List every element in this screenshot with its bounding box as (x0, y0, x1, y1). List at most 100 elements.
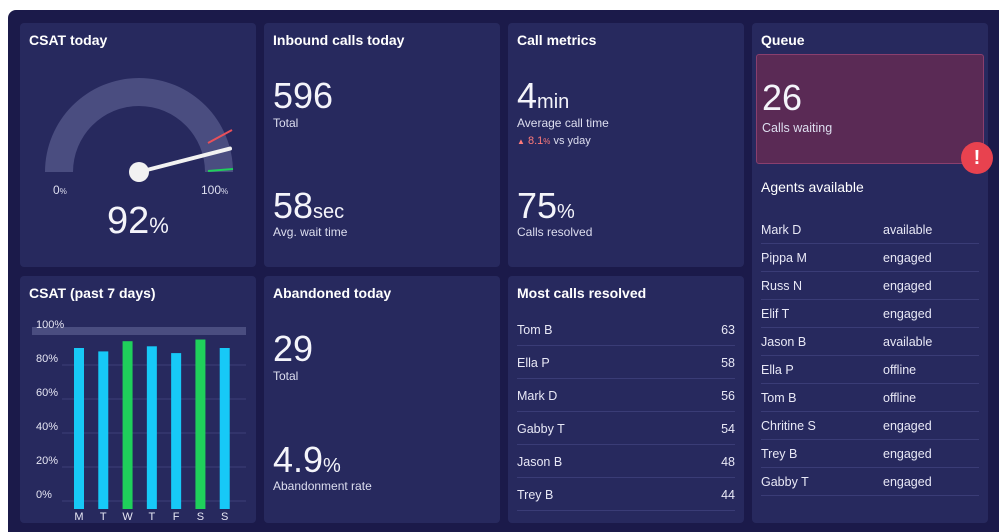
agent-row[interactable]: Gabby T engaged (761, 468, 979, 496)
csat-week-chart (32, 327, 246, 510)
abandonment-rate-label: Abandonment rate (273, 479, 372, 493)
agent-name: Tom B (517, 323, 553, 337)
resolved-count: 56 (721, 389, 735, 403)
agent-name: Jason B (761, 335, 807, 349)
gauge-red-marker (207, 129, 233, 144)
card-title: CSAT (past 7 days) (29, 285, 156, 301)
card-title: Most calls resolved (517, 285, 647, 301)
csat-value: 92% (107, 200, 169, 242)
chart-bar[interactable] (171, 353, 182, 509)
agent-row[interactable]: Chritine S engaged (761, 412, 979, 440)
agent-status: engaged (883, 279, 932, 293)
agent-name: Mark D (761, 223, 802, 237)
resolved-row[interactable]: Jason B 48 (517, 445, 735, 478)
gauge-green-marker (207, 168, 234, 172)
agent-row[interactable]: Trey B engaged (761, 440, 979, 468)
agent-status: available (883, 335, 933, 349)
calls-waiting-panel: 26 Calls waiting (756, 54, 984, 164)
dashboard: CSAT today 0% 100% 92% Inbound calls tod… (8, 10, 999, 532)
agent-name: Gabby T (761, 475, 809, 489)
resolved-row[interactable]: Gabby T 54 (517, 412, 735, 445)
agent-name: Tom B (761, 391, 797, 405)
agent-status: offline (883, 363, 917, 377)
agent-status: available (883, 223, 933, 237)
abandoned-total-value: 29 (273, 328, 314, 369)
agent-row[interactable]: Mark D available (761, 216, 979, 244)
agent-row[interactable]: Pippa M engaged (761, 244, 979, 272)
card-title: Abandoned today (273, 285, 392, 301)
agent-name: Pippa M (761, 251, 807, 265)
most-resolved-card: Most calls resolved Tom B 63 Ella P 58 Mark … (508, 276, 744, 523)
inbound-calls-card: Inbound calls today 596 Total 58sec Avg.… (264, 23, 500, 267)
agent-name: Jason B (517, 455, 563, 469)
resolved-row[interactable]: Tom B 63 (517, 313, 735, 346)
resolved-row[interactable]: Trey B 44 (517, 478, 735, 511)
exclamation-icon[interactable]: ! (961, 142, 993, 174)
agent-row[interactable]: Russ N engaged (761, 272, 979, 300)
chart-bar[interactable] (98, 351, 109, 509)
resolved-row[interactable]: Ella P 58 (517, 346, 735, 379)
x-tick-label: S (221, 511, 229, 523)
x-tick-label: W (122, 511, 133, 523)
wait-time-value: 58sec (273, 185, 345, 226)
agent-status: offline (883, 391, 917, 405)
y-tick-label: 100% (36, 319, 65, 331)
resolved-count: 58 (721, 356, 735, 370)
resolved-count: 63 (721, 323, 735, 337)
resolved-count: 48 (721, 455, 735, 469)
csat-gauge (45, 78, 234, 182)
calls-resolved-value: 75% (517, 185, 575, 226)
agent-status: engaged (883, 447, 932, 461)
agent-row[interactable]: Ella P offline (761, 356, 979, 384)
gauge-needle (137, 146, 232, 174)
agent-name: Chritine S (761, 419, 816, 433)
gauge-min-label: 0% (53, 183, 67, 197)
card-title: CSAT today (29, 32, 108, 48)
chart-bar[interactable] (122, 341, 133, 509)
abandoned-total-label: Total (273, 369, 299, 383)
chart-bar[interactable] (74, 348, 84, 509)
x-tick-label: T (99, 511, 107, 523)
agent-row[interactable]: Jason B available (761, 328, 979, 356)
chart-top-band (32, 327, 246, 335)
agent-name: Ella P (517, 356, 550, 370)
agent-name: Trey B (517, 488, 554, 502)
y-tick-label: 20% (36, 455, 59, 467)
card-title: Call metrics (517, 32, 597, 48)
y-tick-label: 80% (36, 353, 59, 365)
x-tick-label: S (196, 511, 205, 523)
agent-name: Elif T (761, 307, 790, 321)
abandoned-card: Abandoned today 29 Total 4.9% Abandonmen… (264, 276, 500, 523)
inbound-total-value: 596 (273, 75, 334, 116)
x-tick-label: M (74, 511, 84, 523)
chart-bar[interactable] (219, 348, 230, 509)
agent-name: Gabby T (517, 422, 565, 436)
avg-call-time-value: 4min (517, 75, 570, 116)
card-title: Queue (761, 32, 805, 48)
abandonment-rate-value: 4.9% (273, 439, 341, 480)
agent-row[interactable]: Tom B offline (761, 384, 979, 412)
agent-name: Russ N (761, 279, 802, 293)
gauge-needle-hub (129, 162, 149, 182)
call-metrics-card: Call metrics 4min Average call time ▲ 8.… (508, 23, 744, 267)
trend-indicator: ▲ 8.1% vs yday (517, 135, 591, 147)
gauge-track (45, 78, 233, 172)
calls-waiting-value: 26 (762, 77, 803, 118)
agents-title: Agents available (761, 179, 864, 195)
agent-status: engaged (883, 251, 932, 265)
calls-waiting-label: Calls waiting (762, 121, 833, 135)
chart-bar[interactable] (195, 339, 206, 510)
agent-row[interactable]: Elif T engaged (761, 300, 979, 328)
agent-name: Mark D (517, 389, 558, 403)
gauge-max-label: 100% (201, 183, 229, 197)
chart-bar[interactable] (146, 346, 157, 509)
queue-card: Queue 26 Calls waiting ! Agents availabl… (752, 23, 993, 523)
resolved-count: 54 (721, 422, 735, 436)
y-tick-label: 60% (36, 387, 59, 399)
card-title: Inbound calls today (273, 32, 405, 48)
agent-name: Trey B (761, 447, 798, 461)
resolved-row[interactable]: Mark D 56 (517, 379, 735, 412)
avg-call-time-label: Average call time (517, 116, 609, 130)
agent-name: Ella P (761, 363, 794, 377)
wait-time-label: Avg. wait time (273, 225, 348, 239)
